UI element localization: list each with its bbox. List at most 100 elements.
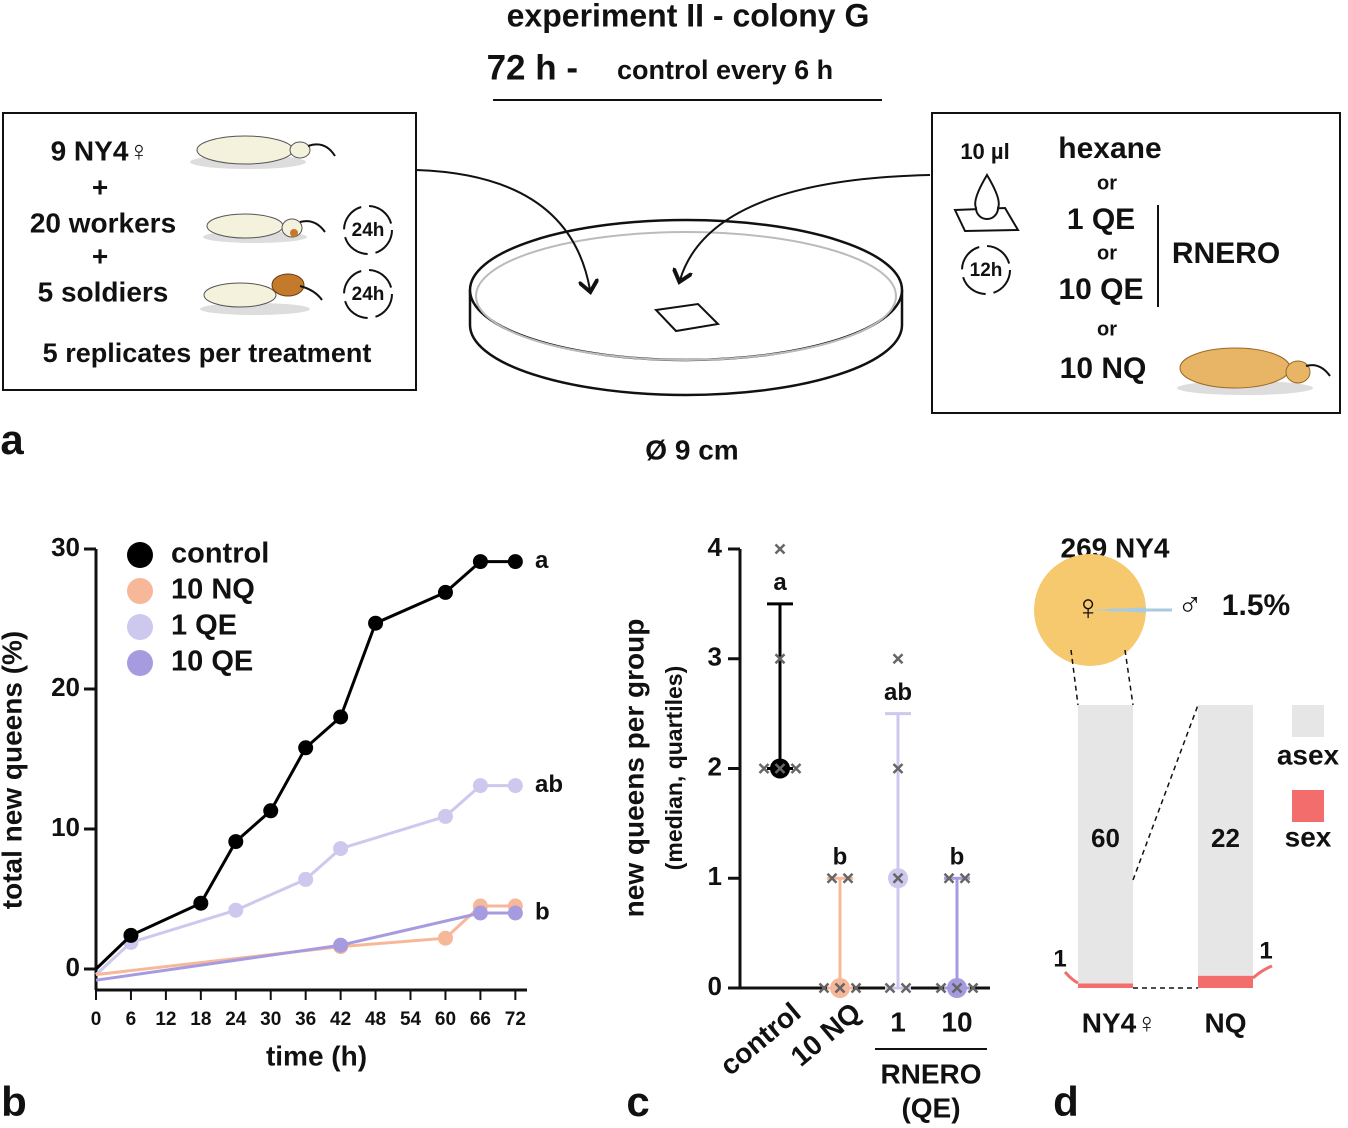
value-label: 1 xyxy=(1053,945,1066,972)
x-tick-label: 1 xyxy=(890,1006,906,1037)
box-note: 5 replicates per treatment xyxy=(43,338,372,368)
box-line: 9 NY4♀ xyxy=(51,135,150,166)
legend-swatch xyxy=(1292,790,1324,822)
group-letter: b xyxy=(833,844,848,871)
x-tick-label: 72 xyxy=(505,1009,526,1030)
group-letter: b xyxy=(535,898,550,925)
option: 1 QE xyxy=(1067,203,1135,236)
data-point xyxy=(790,763,802,774)
data-point xyxy=(900,982,912,994)
point xyxy=(472,778,488,794)
legend-swatch xyxy=(127,650,153,676)
female-symbol: ♀ xyxy=(1075,587,1102,628)
bar-segment xyxy=(1198,705,1253,976)
point xyxy=(437,584,453,600)
box-line: + xyxy=(92,171,108,202)
legend-swatch xyxy=(127,542,153,568)
group-label: RNERO xyxy=(880,1058,981,1089)
drop-icon xyxy=(953,173,1020,295)
panel-letter: b xyxy=(1,1078,27,1125)
group-letter: a xyxy=(773,569,787,596)
bar-segment xyxy=(1078,983,1133,988)
x-tick-label: NQ xyxy=(1205,1007,1247,1038)
data-point xyxy=(951,982,963,994)
point xyxy=(333,937,349,953)
data-point xyxy=(935,982,947,994)
data-point xyxy=(774,763,786,774)
y-tick-label: 10 xyxy=(51,812,80,842)
point xyxy=(123,927,139,943)
x-tick-label: 66 xyxy=(470,1009,491,1030)
data-point xyxy=(842,872,854,884)
x-tick-label: 54 xyxy=(400,1009,422,1030)
insect-worker xyxy=(203,213,326,243)
cycle-label: 12h xyxy=(970,260,1003,281)
line xyxy=(94,560,516,971)
x-tick-label: 48 xyxy=(365,1009,386,1030)
connector xyxy=(1070,649,1199,989)
y-tick-label: 30 xyxy=(51,532,80,562)
group-letter: a xyxy=(535,547,549,574)
option: 10 NQ xyxy=(1060,352,1147,385)
y-axis-label: total new queens (%) xyxy=(0,631,27,909)
box-line: 20 workers xyxy=(30,207,176,238)
data-point xyxy=(826,872,838,884)
option: 10 QE xyxy=(1058,273,1143,306)
point xyxy=(263,803,279,819)
line xyxy=(94,784,516,976)
x-axis-label: time (h) xyxy=(266,1040,367,1071)
value-label: 1 xyxy=(1259,937,1272,964)
data-point xyxy=(884,982,896,994)
option: or xyxy=(1097,318,1117,340)
value-label: 22 xyxy=(1211,823,1240,853)
panel-letter: d xyxy=(1053,1078,1079,1125)
sex-bracket xyxy=(1063,964,1273,985)
y-tick-label: 3 xyxy=(708,642,722,672)
data-point xyxy=(943,872,955,884)
male-label: 1.5% xyxy=(1222,589,1290,622)
y-axis-note: (median, quartiles) xyxy=(661,666,687,870)
data-point xyxy=(892,763,904,774)
point xyxy=(472,554,488,570)
dish-label: Ø 9 cm xyxy=(645,434,738,465)
x-tick-label: 6 xyxy=(126,1009,137,1030)
x-tick-label: 18 xyxy=(190,1009,211,1030)
group-letter: ab xyxy=(884,679,912,706)
cycle-label: 24h xyxy=(352,284,385,305)
point xyxy=(333,709,349,725)
volume: 10 µl xyxy=(960,139,1009,164)
legend-label: control xyxy=(171,538,269,570)
x-tick-label: 24 xyxy=(225,1009,247,1030)
x-tick-label: 30 xyxy=(260,1009,281,1030)
legend-swatch xyxy=(127,578,153,604)
cycle-label: 24h xyxy=(352,220,385,241)
y-axis-label: new queens per group xyxy=(618,619,649,918)
group-label: (QE) xyxy=(901,1092,960,1123)
interval: control every 6 h xyxy=(617,55,833,85)
bar-segment xyxy=(1078,705,1133,984)
value-label: 60 xyxy=(1091,823,1120,853)
legend-label: sex xyxy=(1285,821,1332,852)
y-tick-label: 4 xyxy=(708,532,723,562)
box-line: + xyxy=(92,240,108,271)
x-tick-label: 42 xyxy=(330,1009,351,1030)
petri-dish xyxy=(468,218,904,397)
point xyxy=(507,554,523,570)
insect-female xyxy=(190,135,336,169)
x-tick-label: 10 NQ xyxy=(785,997,867,1073)
point xyxy=(507,905,523,921)
x-tick-label: control xyxy=(714,997,807,1082)
option: or xyxy=(1097,172,1117,194)
point xyxy=(298,740,314,756)
data-point xyxy=(774,543,786,555)
point xyxy=(507,778,523,794)
y-tick-label: 1 xyxy=(708,861,722,891)
option: hexane xyxy=(1058,132,1161,165)
point xyxy=(437,808,453,824)
y-tick-label: 0 xyxy=(708,971,722,1001)
x-tick-label: 12 xyxy=(155,1009,176,1030)
point xyxy=(298,871,314,887)
x-tick-label: 10 xyxy=(941,1006,972,1037)
insect-soldier xyxy=(200,273,323,315)
